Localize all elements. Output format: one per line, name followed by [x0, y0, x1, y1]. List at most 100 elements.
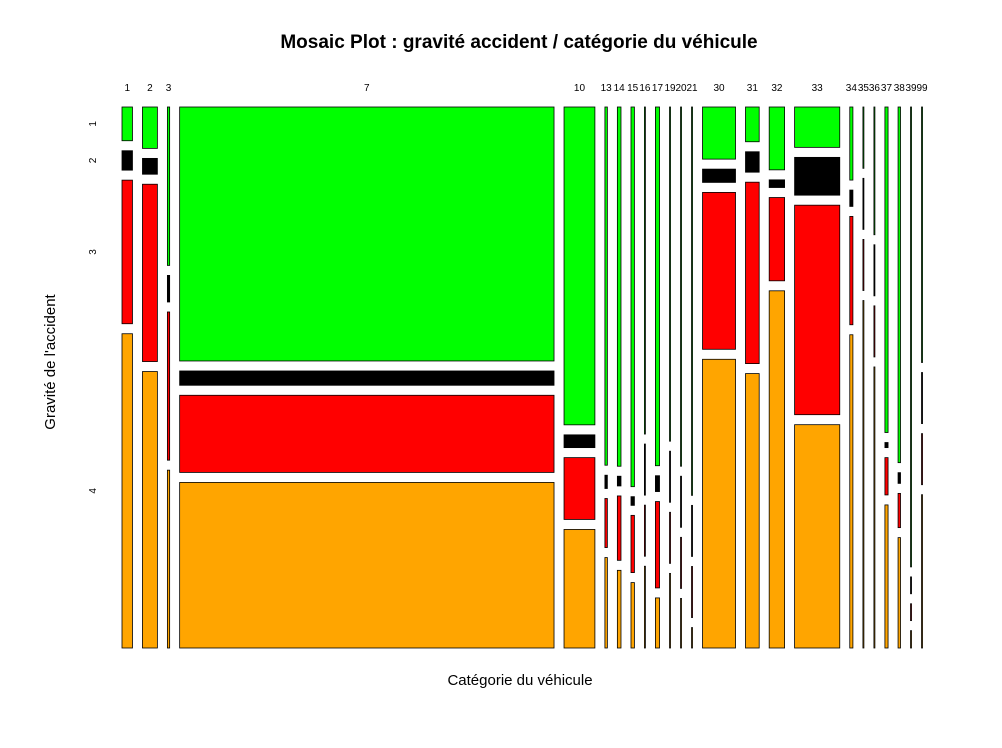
tile-cat-15-level-4 — [630, 582, 635, 649]
x-tick-label-3: 3 — [166, 83, 172, 94]
tile-cat-36-level-3 — [873, 305, 876, 358]
tile-cat-39-level-1 — [910, 106, 912, 568]
x-tick-label-36: 36 — [869, 83, 881, 94]
tile-cat-13-level-2 — [604, 474, 608, 489]
tile-cat-2-level-3 — [142, 183, 158, 362]
x-tick-label-33: 33 — [812, 83, 824, 94]
tile-cat-7-level-2 — [179, 370, 555, 386]
tile-cat-35-level-2 — [862, 177, 865, 230]
x-tick-label-30: 30 — [713, 83, 725, 94]
tile-cat-14-level-3 — [616, 495, 622, 561]
tile-cat-3-level-3 — [166, 311, 171, 461]
tile-cat-35-level-4 — [862, 300, 865, 649]
y-tick-label-4: 4 — [88, 488, 99, 494]
tile-cat-16-level-2 — [644, 443, 646, 496]
tile-cat-99-level-2 — [921, 372, 923, 424]
tile-cat-3-level-1 — [166, 106, 171, 266]
x-tick-label-32: 32 — [771, 83, 783, 94]
tile-cat-13-level-4 — [604, 557, 608, 649]
x-tick-label-35: 35 — [858, 83, 870, 94]
tile-cat-20-level-1 — [680, 106, 682, 467]
tile-cat-3-level-4 — [166, 469, 171, 649]
tile-cat-32-level-3 — [768, 197, 785, 282]
tile-cat-16-level-4 — [644, 565, 646, 649]
tile-cat-2-level-4 — [142, 371, 158, 649]
tile-cat-36-level-4 — [873, 366, 876, 649]
tile-cat-34-level-1 — [849, 106, 854, 181]
tile-cat-37-level-1 — [884, 106, 889, 433]
tile-cat-21-level-3 — [691, 566, 693, 618]
tile-cat-32-level-4 — [768, 290, 785, 649]
tile-cat-17-level-4 — [655, 597, 660, 649]
tile-cat-19-level-2 — [669, 450, 671, 503]
tile-cat-31-level-4 — [745, 373, 760, 649]
tile-cat-14-level-2 — [616, 475, 622, 487]
tile-cat-19-level-4 — [669, 572, 671, 649]
tile-cat-99-level-3 — [921, 433, 923, 486]
x-tick-label-16: 16 — [639, 83, 651, 94]
tile-cat-33-level-2 — [794, 156, 841, 196]
tile-cat-21-level-4 — [691, 627, 693, 649]
x-tick-label-37: 37 — [881, 83, 893, 94]
x-tick-label-1: 1 — [124, 83, 130, 94]
tile-cat-39-level-2 — [910, 576, 912, 595]
tile-cat-14-level-4 — [616, 569, 622, 649]
tile-cat-14-level-1 — [616, 106, 622, 467]
tile-cat-30-level-2 — [702, 168, 736, 183]
x-tick-label-99: 99 — [916, 83, 928, 94]
tile-cat-2-level-1 — [142, 106, 158, 149]
tile-cat-13-level-3 — [604, 498, 608, 548]
x-tick-label-2: 2 — [147, 83, 153, 94]
tile-cat-13-level-1 — [604, 106, 608, 466]
tile-cat-34-level-4 — [849, 334, 854, 649]
tile-cat-32-level-1 — [768, 106, 785, 171]
y-tick-label-1: 1 — [88, 121, 99, 127]
tile-cat-17-level-2 — [655, 475, 660, 492]
tile-cat-34-level-3 — [849, 216, 854, 326]
tile-cat-36-level-1 — [873, 106, 876, 236]
tile-cat-7-level-4 — [179, 482, 555, 649]
tile-cat-7-level-1 — [179, 106, 555, 362]
y-tick-labels: 1 2 3 4 — [88, 121, 99, 494]
tile-cat-7-level-3 — [179, 394, 555, 473]
tile-cat-37-level-3 — [884, 457, 889, 496]
tile-cat-31-level-3 — [745, 181, 760, 365]
tile-cat-36-level-2 — [873, 244, 876, 297]
tile-cat-10-level-1 — [563, 106, 596, 426]
tile-cat-17-level-3 — [655, 501, 660, 589]
tile-cat-34-level-2 — [849, 189, 854, 207]
tile-cat-3-level-2 — [166, 275, 171, 303]
tile-cat-15-level-2 — [630, 496, 635, 506]
x-tick-label-39: 39 — [905, 83, 917, 94]
tile-cat-19-level-3 — [669, 511, 671, 564]
tile-cat-99-level-4 — [921, 494, 923, 649]
tile-cat-15-level-3 — [630, 514, 635, 573]
x-tick-label-20: 20 — [675, 83, 687, 94]
tile-cat-17-level-1 — [655, 106, 660, 467]
tile-cat-31-level-2 — [745, 151, 760, 173]
tile-cat-15-level-1 — [630, 106, 635, 488]
tile-cat-20-level-3 — [680, 536, 682, 589]
x-tick-label-14: 14 — [614, 83, 626, 94]
tile-cat-33-level-4 — [794, 424, 841, 649]
x-tick-labels: 1 2 3 7 10 13 14 15 16 17 19 20 21 30 31 32 33 34 35 36 37 38… — [124, 83, 928, 94]
tile-cat-38-level-2 — [897, 472, 901, 484]
tile-cat-1-level-4 — [121, 333, 133, 649]
tile-cat-20-level-4 — [680, 598, 682, 649]
x-tick-label-19: 19 — [664, 83, 676, 94]
x-tick-label-21: 21 — [686, 83, 698, 94]
tile-cat-38-level-3 — [897, 492, 901, 529]
x-tick-label-17: 17 — [652, 83, 664, 94]
tile-cat-16-level-3 — [644, 504, 646, 557]
tile-cat-32-level-2 — [768, 179, 785, 188]
tile-cat-1-level-1 — [121, 106, 133, 142]
tile-cat-20-level-2 — [680, 475, 682, 528]
y-axis-title: Gravité de l'accident — [42, 293, 59, 429]
tile-cat-2-level-2 — [142, 157, 158, 175]
x-tick-label-10: 10 — [574, 83, 586, 94]
x-tick-label-15: 15 — [627, 83, 639, 94]
tile-cat-30-level-1 — [702, 106, 736, 160]
tile-cat-38-level-4 — [897, 537, 901, 649]
x-tick-label-7: 7 — [364, 83, 370, 94]
